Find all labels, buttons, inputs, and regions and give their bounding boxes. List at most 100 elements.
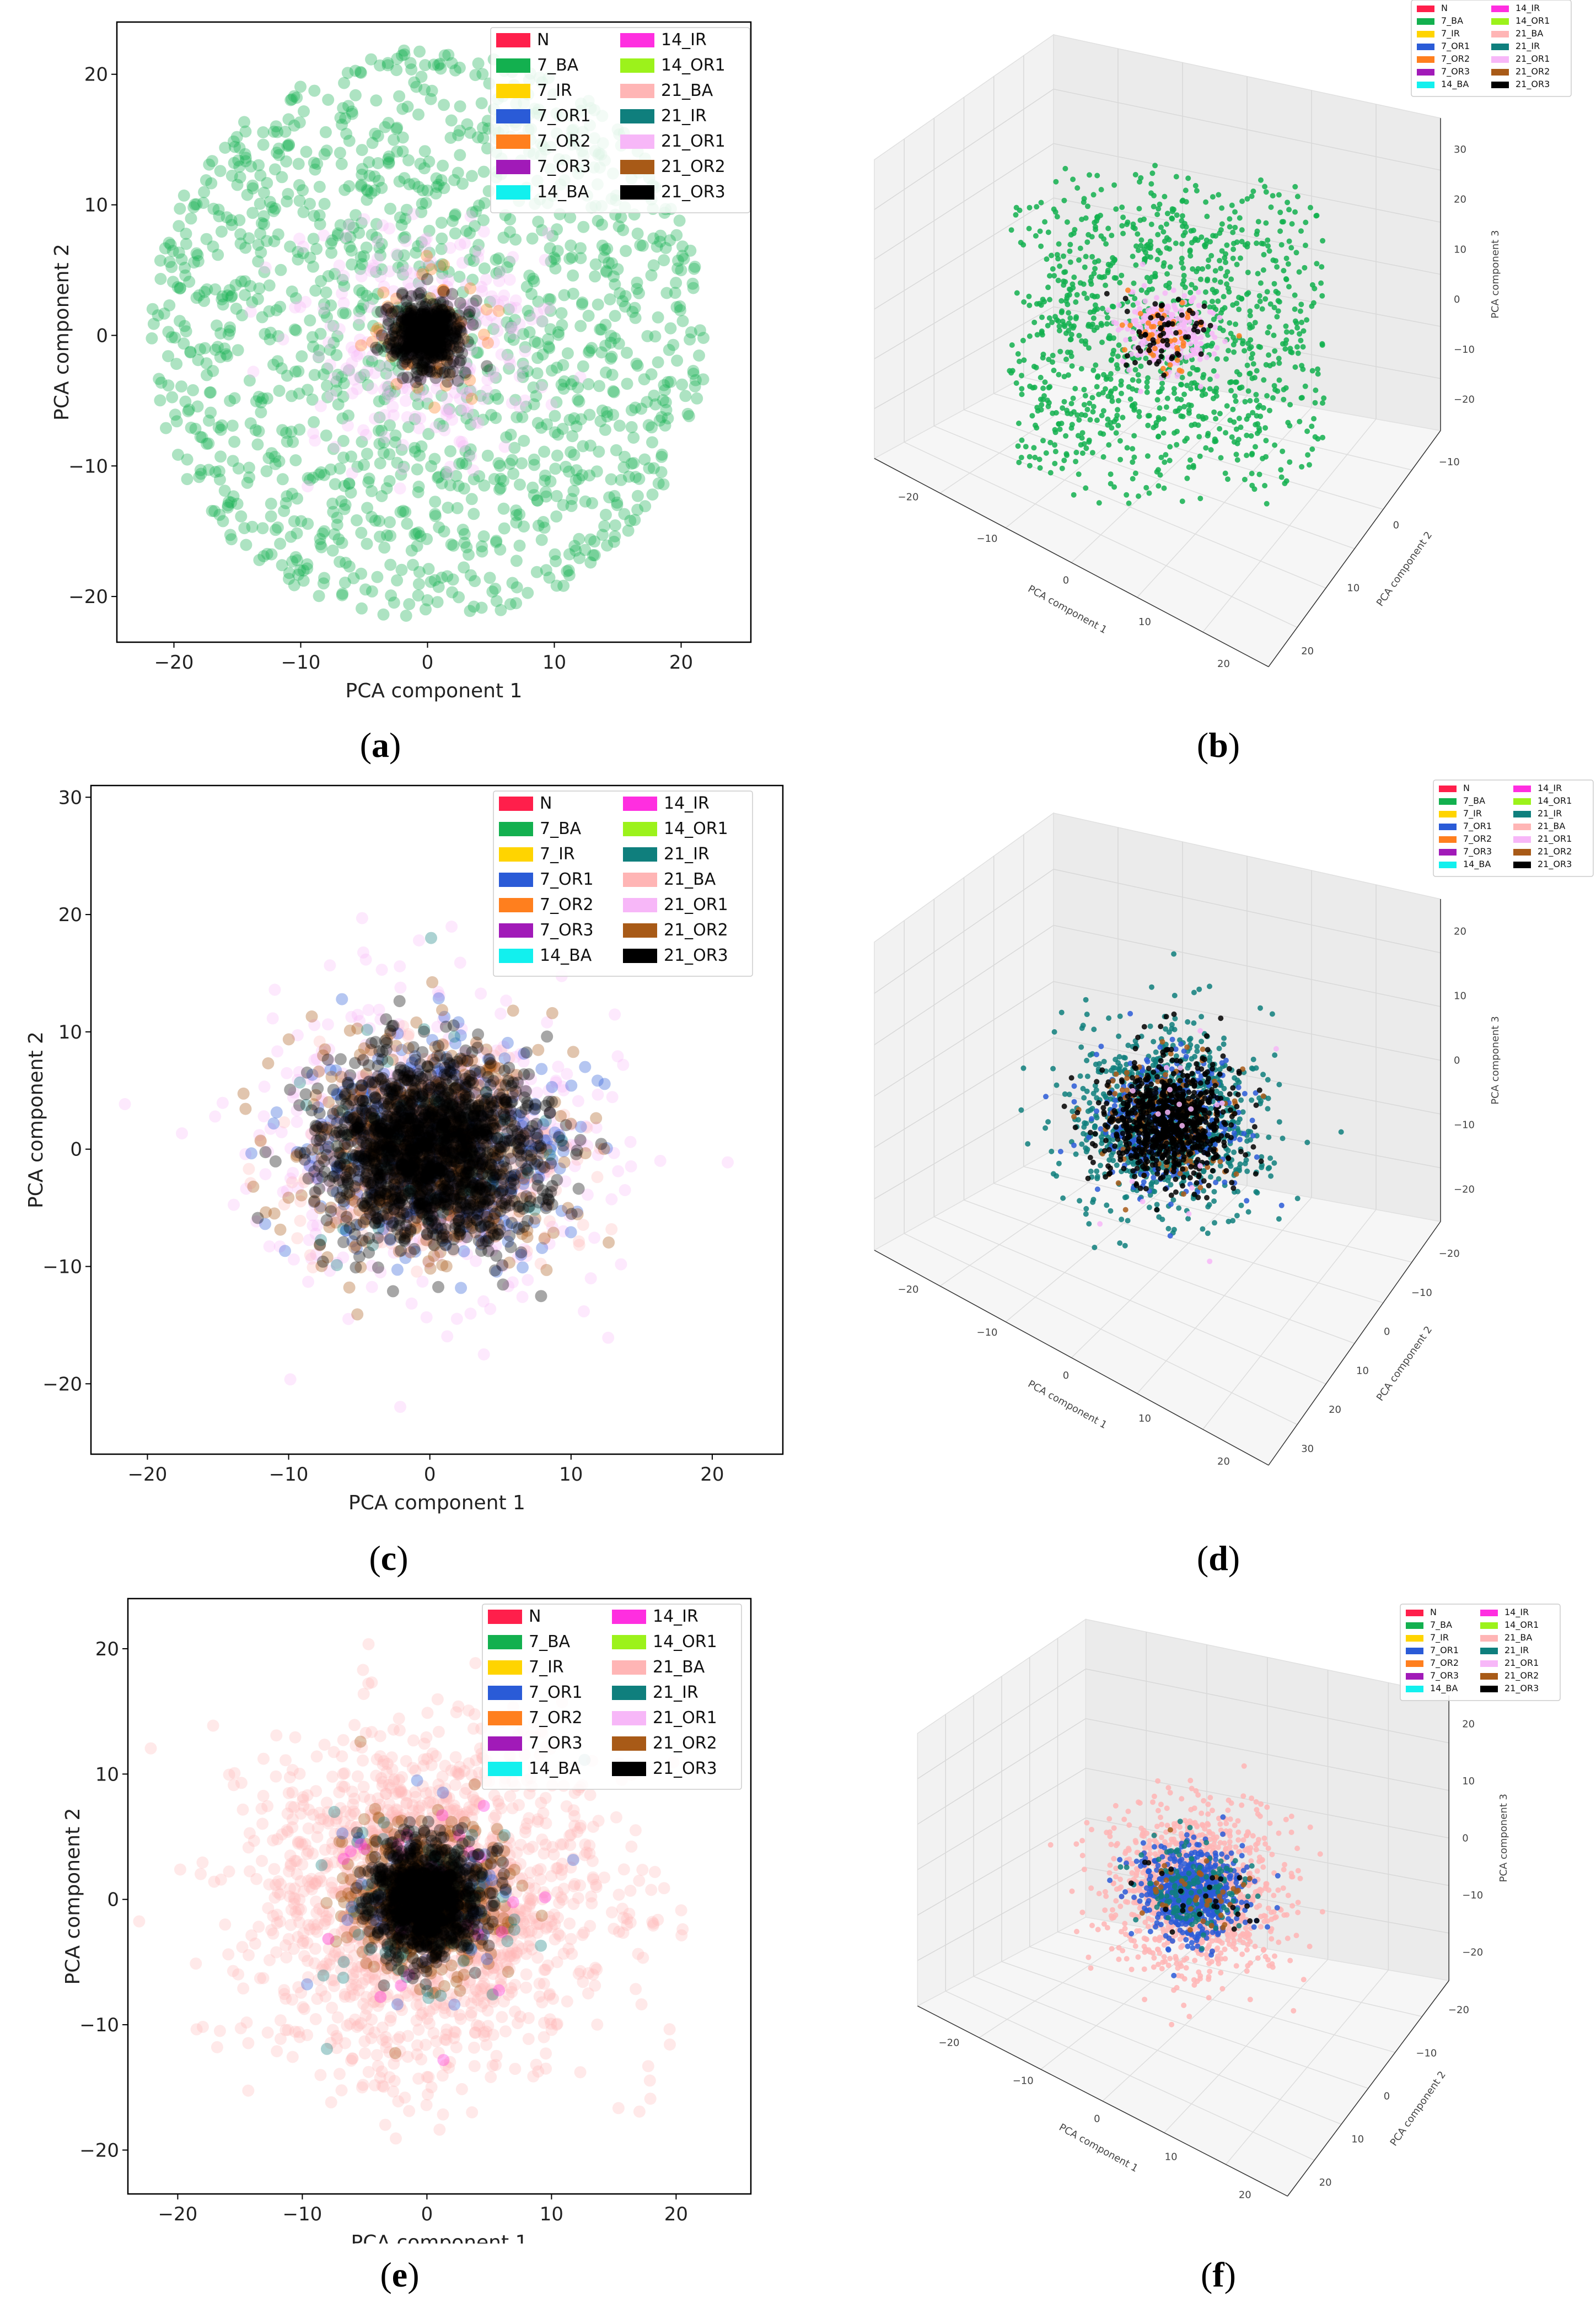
point-7-or1 xyxy=(483,1176,496,1188)
point-7-ba xyxy=(361,448,373,460)
point-21-or1 xyxy=(515,1185,528,1198)
point-7-ba xyxy=(1154,212,1160,217)
point-21-ba xyxy=(465,1118,478,1131)
point-7-ba xyxy=(1277,209,1283,216)
point-21-or3 xyxy=(425,326,438,339)
point-7-ba xyxy=(1192,285,1199,291)
point-21-ba xyxy=(467,1055,480,1067)
point-21-or3 xyxy=(1174,351,1180,357)
legend-label: 21_IR xyxy=(1516,41,1540,52)
point-7-ba xyxy=(503,458,516,470)
point-21-or3 xyxy=(1159,315,1165,321)
point-21-or1 xyxy=(324,1142,336,1154)
point-7-ba xyxy=(1156,206,1162,212)
point-7-ba xyxy=(1090,409,1096,415)
point-7-ba xyxy=(383,475,396,487)
point-21-or1 xyxy=(454,238,466,251)
point-7-ba xyxy=(428,58,440,71)
point-21-or1 xyxy=(374,327,386,340)
point-21-ba xyxy=(417,1145,429,1158)
point-21-or1 xyxy=(448,378,460,390)
point-7-ba xyxy=(542,333,555,346)
point-7-ba xyxy=(213,210,225,223)
point-7-ba xyxy=(1230,302,1236,308)
point-21-or1 xyxy=(403,1245,416,1258)
point-21-or1 xyxy=(433,1186,445,1198)
point-7-ba xyxy=(165,331,178,343)
point-7-ba xyxy=(1142,256,1148,262)
point-7-ba xyxy=(1135,372,1141,378)
point-7-ba xyxy=(657,478,670,491)
point-7-ba xyxy=(229,279,242,292)
point-7-ba xyxy=(423,224,436,237)
point-21-or3 xyxy=(426,321,439,334)
point-7-ba xyxy=(370,232,383,244)
point-7-ba xyxy=(1319,264,1325,270)
point-7-ba xyxy=(1207,386,1213,392)
point-21-or3 xyxy=(428,346,440,358)
point-7-ba xyxy=(178,337,190,350)
point-7-ba xyxy=(1058,309,1065,315)
point-7-ba xyxy=(561,347,574,359)
point-7-ba xyxy=(1219,205,1225,211)
point-7-ba xyxy=(634,239,647,251)
point-7-ba xyxy=(1144,379,1150,385)
point-7-ba xyxy=(309,284,322,297)
point-21-or1 xyxy=(456,256,469,269)
point-21-or1 xyxy=(329,1203,341,1216)
point-7-ba xyxy=(1167,246,1173,252)
point-21-or3 xyxy=(439,324,452,337)
point-21-or1 xyxy=(432,1199,444,1211)
legend-label: 21_BA xyxy=(1516,28,1543,39)
point-7-ba xyxy=(495,482,507,494)
legend-swatch-7-or1 xyxy=(496,109,530,123)
point-21-ba xyxy=(393,1140,406,1153)
point-21-ba xyxy=(473,1063,486,1076)
point-21-or1 xyxy=(454,392,466,405)
point-7-ba xyxy=(225,219,238,231)
point-7-ba xyxy=(1195,237,1201,243)
point-7-or2 xyxy=(401,358,414,371)
point-21-or1 xyxy=(466,1086,478,1099)
point-7-or1 xyxy=(391,1169,404,1181)
point-21-or3 xyxy=(406,330,419,343)
point-7-ba xyxy=(266,201,278,213)
point-7-or2 xyxy=(430,303,443,316)
point-7-ba xyxy=(1045,404,1051,410)
point-21-or1 xyxy=(359,953,372,966)
point-7-ba xyxy=(1242,348,1248,354)
point-21-or1 xyxy=(418,1155,431,1168)
point-7-ba xyxy=(325,299,337,312)
point-7-ba xyxy=(271,126,284,138)
point-7-ba xyxy=(415,440,428,453)
point-7-ba xyxy=(1083,215,1089,221)
point-7-ba xyxy=(343,218,355,231)
point-7-ba xyxy=(388,385,401,398)
point-7-ba xyxy=(1266,248,1272,254)
point-21-or3 xyxy=(433,308,446,320)
point-7-ba xyxy=(412,480,425,493)
point-21-or1 xyxy=(557,1084,570,1096)
point-7-ba xyxy=(1089,234,1095,240)
point-21-or1 xyxy=(469,319,481,331)
point-7-ba xyxy=(490,254,502,266)
point-7-ba xyxy=(608,490,621,502)
point-21-or3 xyxy=(389,305,402,318)
legend-swatch-7-or2 xyxy=(496,135,530,149)
point-7-or1 xyxy=(439,1117,452,1130)
point-21-or1 xyxy=(413,1126,426,1139)
point-21-ba xyxy=(464,1141,477,1153)
point-7-ba xyxy=(1203,445,1209,451)
point-7-ba xyxy=(1224,242,1230,248)
point-21-ba xyxy=(423,1168,436,1180)
point-7-ba xyxy=(434,57,447,70)
point-21-or1 xyxy=(438,302,451,314)
point-7-ba xyxy=(1217,411,1223,417)
point-7-ba xyxy=(1055,277,1061,283)
point-7-ba xyxy=(192,255,205,267)
point-21-or3 xyxy=(428,306,441,319)
point-7-ba xyxy=(464,126,476,139)
point-7-ba xyxy=(631,490,644,502)
point-21-or3 xyxy=(410,339,422,352)
point-21-or3 xyxy=(412,288,425,300)
